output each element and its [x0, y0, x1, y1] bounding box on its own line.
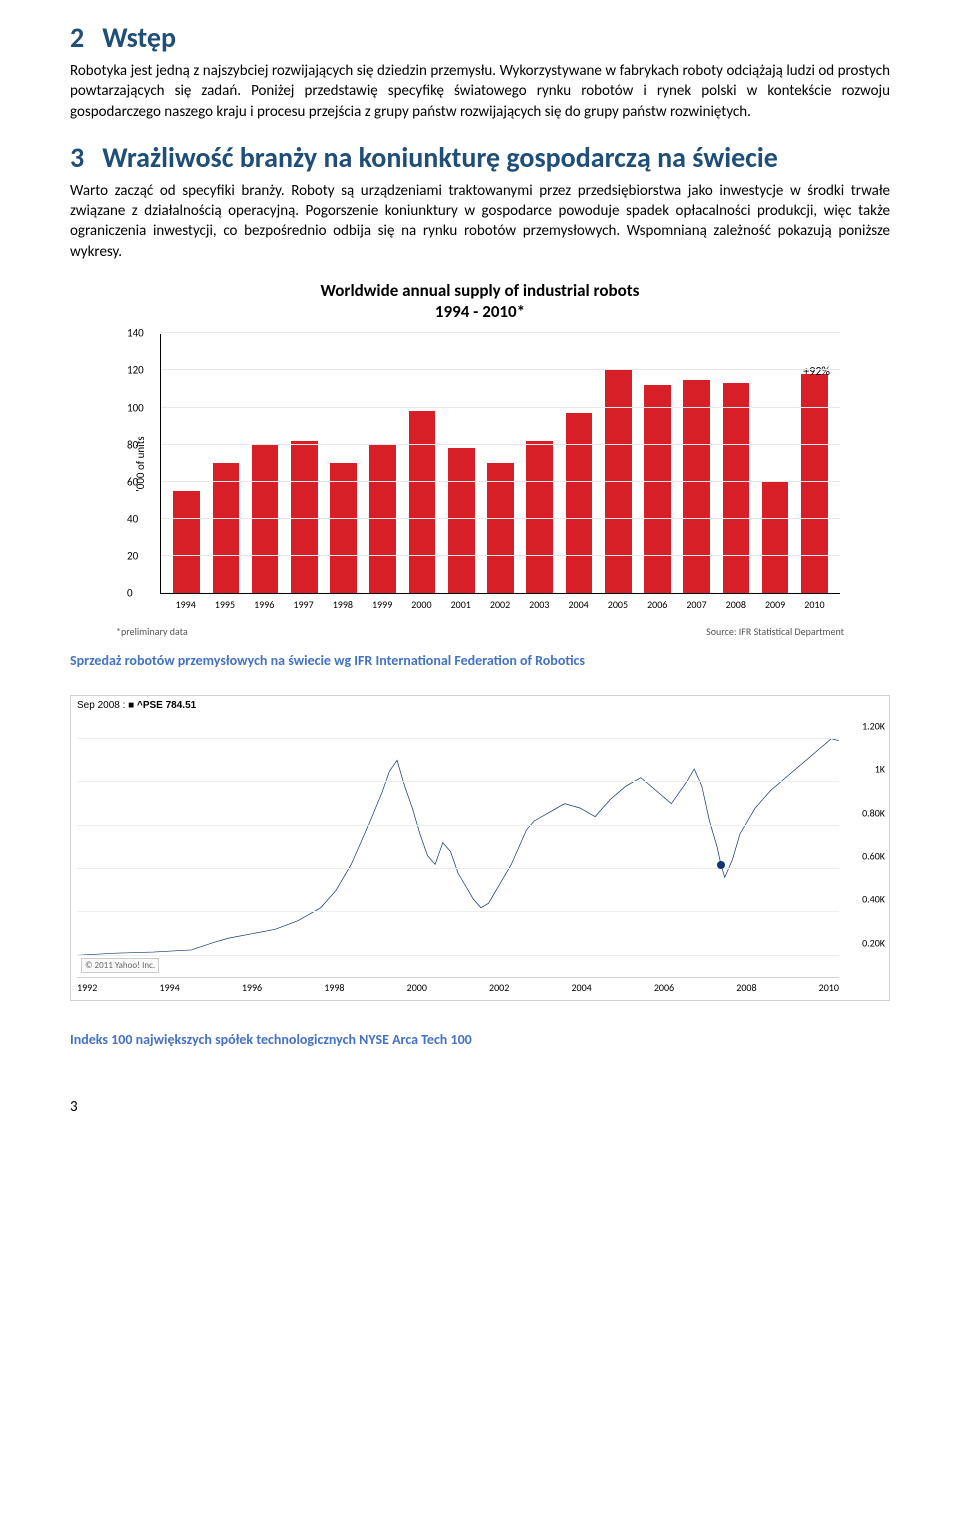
line-chart-xtick: 1998	[324, 981, 344, 994]
bar	[330, 463, 357, 593]
page-number: 3	[70, 1098, 890, 1116]
bar-chart-annotation: +92%	[803, 365, 830, 379]
bar-chart-xtick: 2001	[441, 598, 480, 611]
bar	[409, 411, 436, 593]
bar-chart-xtick: 2010	[795, 598, 834, 611]
line-chart-xaxis: 1992 1994 1996 1998 2000 2002 2004 2006 2008 2010	[77, 977, 839, 1000]
bar-chart-xtick: 1994	[166, 598, 205, 611]
bar-chart-ytick: 140	[127, 327, 144, 340]
bar	[683, 380, 710, 594]
line-chart-copyright: © 2011 Yahoo! Inc.	[81, 958, 159, 973]
line-chart-ytick: 0.20K	[860, 936, 885, 949]
line-chart-xtick: 1992	[77, 981, 97, 994]
bar-chart-xtick: 1999	[362, 598, 401, 611]
heading-intro-number: 2	[70, 20, 84, 55]
bar-chart-footnote-right: Source: IFR Statistical Department	[706, 625, 844, 638]
bar	[487, 463, 514, 593]
bar-chart-ytick: 40	[127, 512, 138, 525]
bar-chart-xtick: 2000	[402, 598, 441, 611]
bar-chart-ytick: 0	[127, 587, 133, 600]
bar-chart-xtick: 1996	[245, 598, 284, 611]
line-chart-ytick: 0.40K	[860, 893, 885, 906]
bar-chart-xtick: 2009	[755, 598, 794, 611]
bar-chart-title: Worldwide annual supply of industrial ro…	[110, 280, 850, 323]
heading-sensitivity: 3 Wrażliwość branży na koniunkturę gospod…	[70, 140, 890, 175]
bar-chart-title-line1: Worldwide annual supply of industrial ro…	[321, 280, 640, 301]
bar	[566, 413, 593, 593]
intro-paragraph: Robotyka jest jedną z najszybciej rozwij…	[70, 61, 890, 122]
line-chart-marker	[717, 861, 725, 869]
sensitivity-paragraph: Warto zacząć od specyfiki branży. Roboty…	[70, 181, 890, 262]
heading-intro: 2 Wstęp	[70, 20, 890, 55]
line-chart-header: Sep 2008 : ■ ^PSE 784.51	[71, 696, 889, 715]
bar-chart-title-line2: 1994 - 2010*	[435, 301, 525, 322]
bar	[644, 385, 671, 593]
bar-chart-xtick: 1998	[323, 598, 362, 611]
line-chart-xtick: 2004	[571, 981, 591, 994]
bar-chart-xtick: 2007	[677, 598, 716, 611]
bar-chart-xaxis: 1994199519961997199819992000200120022003…	[160, 594, 840, 611]
bar	[723, 383, 750, 593]
line-chart-xtick: 2000	[407, 981, 427, 994]
bar	[605, 370, 632, 593]
line-chart-ytick: 1.20K	[860, 719, 885, 732]
line-chart-xtick: 2010	[819, 981, 839, 994]
bar	[762, 482, 789, 593]
bar-chart-xtick: 2004	[559, 598, 598, 611]
bar-chart-xtick: 2003	[520, 598, 559, 611]
bar-chart-plot: '000 of units +92% 020406080100120140	[160, 334, 840, 594]
line-chart-ytick: 0.60K	[860, 849, 885, 862]
caption-bar-chart: Sprzedaż robotów przemysłowych na świeci…	[70, 652, 890, 669]
line-chart-plot: © 2011 Yahoo! Inc. 1.20K 1K 0.80K 0.60K 0.40…	[77, 717, 883, 977]
line-chart-xtick: 1996	[242, 981, 262, 994]
bar-chart-xtick: 2008	[716, 598, 755, 611]
bar-chart-xtick: 2005	[598, 598, 637, 611]
line-chart-header-prefix: Sep 2008 :	[77, 700, 128, 711]
heading-sensitivity-number: 3	[70, 140, 84, 175]
line-chart-svg	[77, 717, 839, 977]
bar-chart-footer: *preliminary data Source: IFR Statistica…	[116, 625, 844, 638]
bar	[213, 463, 240, 593]
bar-chart-xtick: 1995	[205, 598, 244, 611]
bar	[252, 445, 279, 594]
line-chart: Sep 2008 : ■ ^PSE 784.51 © 2011 Yahoo! I…	[70, 695, 890, 1001]
bar	[448, 448, 475, 593]
line-chart-ytick: 0.80K	[860, 806, 885, 819]
line-chart-xtick: 2008	[736, 981, 756, 994]
line-chart-xtick: 1994	[159, 981, 179, 994]
bar-chart-ytick: 60	[127, 475, 138, 488]
bar-chart-ytick: 20	[127, 550, 138, 563]
line-chart-header-series: ■ ^PSE 784.51	[128, 700, 196, 711]
bar-chart-ytick: 120	[127, 364, 144, 377]
heading-sensitivity-title: Wrażliwość branży na koniunkturę gospoda…	[102, 140, 778, 175]
bar-chart-xtick: 1997	[284, 598, 323, 611]
line-chart-ytick: 1K	[873, 763, 885, 776]
bar-chart-ytick: 100	[127, 401, 144, 414]
bar-chart-xtick: 2002	[480, 598, 519, 611]
bar-chart: Worldwide annual supply of industrial ro…	[110, 280, 850, 639]
bar-chart-xtick: 2006	[638, 598, 677, 611]
bar-chart-ytick: 80	[127, 438, 138, 451]
line-chart-xtick: 2006	[654, 981, 674, 994]
heading-intro-title: Wstęp	[102, 20, 176, 55]
bar-chart-footnote-left: *preliminary data	[116, 625, 188, 638]
line-chart-xtick: 2002	[489, 981, 509, 994]
bar	[173, 491, 200, 593]
bar	[369, 445, 396, 594]
caption-line-chart: Indeks 100 największych spółek technolog…	[70, 1031, 890, 1048]
